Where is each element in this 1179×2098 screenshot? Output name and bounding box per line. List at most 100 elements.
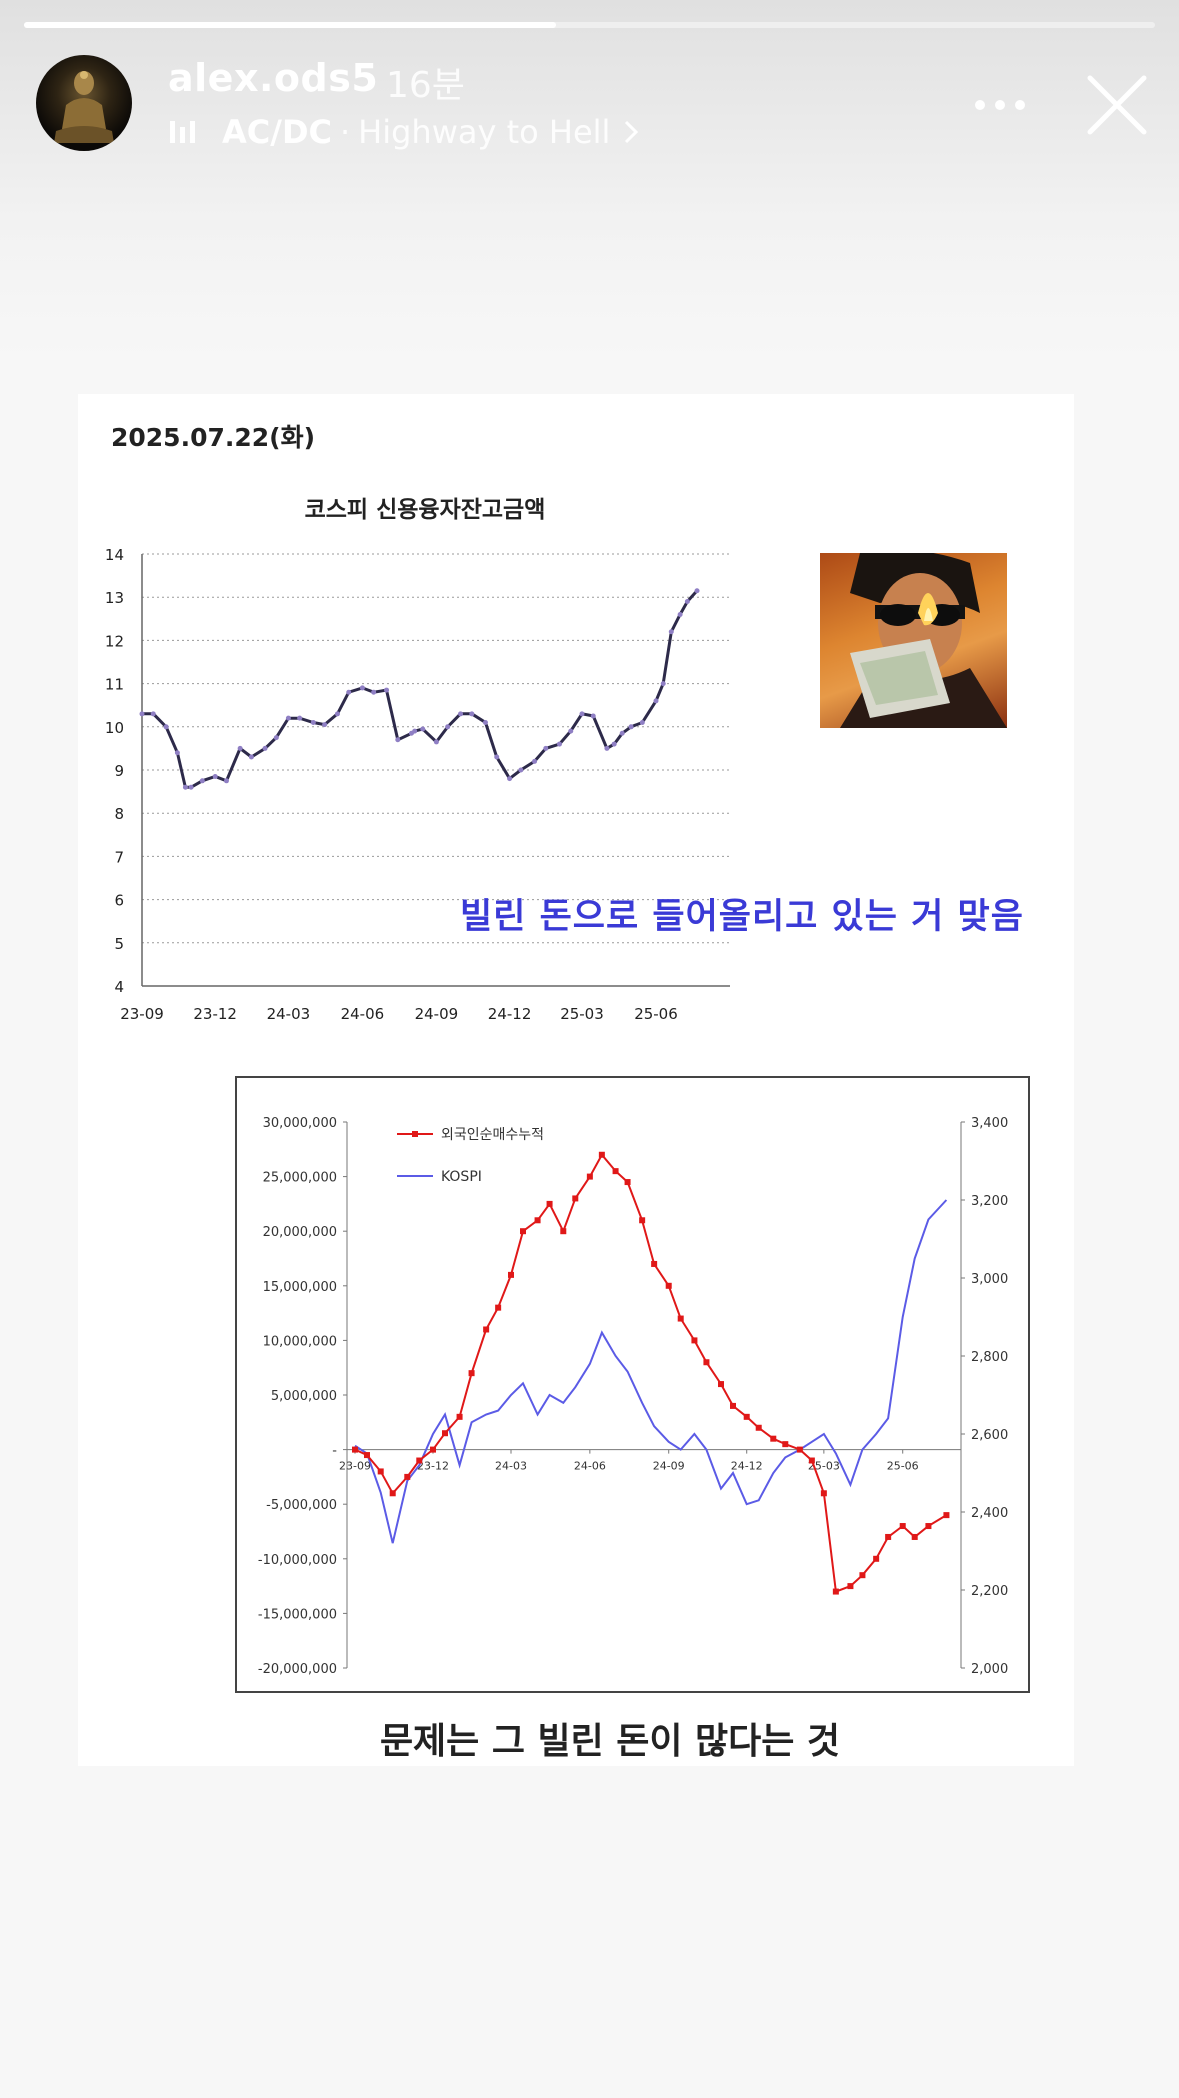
chart2-foreign-point xyxy=(639,1217,646,1224)
chart2-foreign-point xyxy=(808,1457,815,1464)
chart2-right-tick-label: 3,200 xyxy=(971,1194,1008,1209)
chart1-y-tick-label: 12 xyxy=(105,632,124,650)
chart2-foreign-point xyxy=(586,1173,593,1180)
post-time: 16분 xyxy=(386,65,465,106)
chart2-foreign-point xyxy=(508,1271,514,1278)
chart1-point xyxy=(604,745,610,751)
chart2-x-tick-label: 24-09 xyxy=(653,1460,685,1473)
chart2-legend-blue-label: KOSPI xyxy=(441,1169,482,1185)
music-sticker[interactable]: AC/DC · Highway to Hell xyxy=(168,112,640,152)
credit-balance-chart: 4 5 6 7 8 9 10 11 12 13 14 23-09 23-12 24-03 24-06 24-0… xyxy=(105,546,730,1023)
chart2-foreign-point xyxy=(832,1588,839,1595)
chart2-right-tick-label: 2,400 xyxy=(971,1506,1008,1521)
chart1-point xyxy=(469,711,475,717)
music-separator: · xyxy=(339,113,351,151)
chart2-left-tick-label: -20,000,000 xyxy=(258,1662,337,1677)
chart2-foreign-point xyxy=(665,1282,672,1289)
chart2-foreign-point xyxy=(572,1195,579,1202)
chart2-foreign-point xyxy=(352,1446,358,1453)
username[interactable]: alex.ods5 xyxy=(168,56,379,100)
chart1-y-tick-label: 6 xyxy=(114,892,124,910)
chart2-legend-red-label: 외국인순매수누적 xyxy=(441,1127,544,1143)
chart2-left-tick-label: 20,000,000 xyxy=(263,1225,337,1240)
chart2-left-tick-label: 25,000,000 xyxy=(263,1171,337,1186)
chart1-point xyxy=(237,745,243,751)
chart2-right-tick-label: 3,000 xyxy=(971,1272,1008,1287)
date-label: 2025.07.22(화) xyxy=(111,423,316,452)
chart1-point xyxy=(639,719,645,725)
chart2-foreign-point xyxy=(456,1413,463,1420)
chart2-x-tick-label: 23-09 xyxy=(339,1460,371,1473)
chart2-foreign-point xyxy=(598,1151,605,1158)
chart2-foreign-point xyxy=(416,1457,423,1464)
close-icon[interactable] xyxy=(1086,74,1148,136)
chart1-point xyxy=(262,745,268,751)
chart1-point xyxy=(677,611,683,617)
avatar-image xyxy=(54,71,114,143)
chart1-point xyxy=(223,778,229,784)
chart2-x-tick-label: 24-03 xyxy=(495,1460,527,1473)
chart1-point xyxy=(556,741,562,747)
chart2-foreign-point xyxy=(546,1200,553,1207)
chart2-foreign-point xyxy=(495,1304,502,1311)
chart1-point xyxy=(494,754,500,760)
chart2-foreign-point xyxy=(730,1402,736,1409)
chart2-foreign-point xyxy=(820,1490,827,1497)
more-icon[interactable] xyxy=(970,90,1030,120)
chart2-x-tick-label: 24-12 xyxy=(731,1460,763,1473)
chart2-foreign-point xyxy=(943,1512,950,1519)
chart2-x-tick-label: 25-06 xyxy=(887,1460,919,1473)
chart1-point xyxy=(199,778,205,784)
chart2-foreign-point xyxy=(691,1337,698,1344)
chart2-foreign-point xyxy=(677,1315,684,1322)
chart1-point xyxy=(619,730,625,736)
chart2-foreign-line xyxy=(354,1153,947,1593)
chart1-y-tick-label: 13 xyxy=(105,589,124,607)
chart1-y-tick-label: 8 xyxy=(114,805,124,823)
overlay-caption: 빌린 돈으로 들어올리고 있는 거 맞음 xyxy=(460,897,1024,937)
chart2-right-tick-label: 2,800 xyxy=(971,1350,1008,1365)
chart2-foreign-point xyxy=(911,1533,918,1540)
chart1-x-tick-label: 24-06 xyxy=(341,1005,385,1023)
chart2-foreign-point xyxy=(483,1326,490,1333)
chart2-foreign-point xyxy=(718,1381,724,1388)
chart2-right-tick-label: 2,600 xyxy=(971,1428,1008,1443)
chart2-foreign-point xyxy=(885,1533,892,1540)
chart2-foreign-point xyxy=(703,1359,710,1366)
chart2-left-tick-label: -10,000,000 xyxy=(258,1553,337,1568)
chart1-point xyxy=(420,726,426,732)
music-title: Highway to Hell xyxy=(358,113,611,151)
chart2-foreign-point xyxy=(873,1555,880,1562)
chart2-left-tick-label: 10,000,000 xyxy=(263,1334,337,1349)
story-progress-bar xyxy=(24,22,1155,28)
chart1-point xyxy=(694,588,700,594)
chart1-x-tick-label: 23-12 xyxy=(193,1005,237,1023)
chart2-foreign-point xyxy=(534,1217,541,1224)
chart1-x-tick-label: 24-03 xyxy=(267,1005,311,1023)
chart2-right-tick-label: 2,200 xyxy=(971,1584,1008,1599)
avatar[interactable] xyxy=(36,55,132,151)
chart1-series-line xyxy=(142,589,699,789)
chart1-point xyxy=(322,722,328,728)
chart1-point xyxy=(590,713,596,719)
chart2-right-tick-label: 2,000 xyxy=(971,1662,1008,1677)
chart1-point xyxy=(285,715,291,721)
chart1-point xyxy=(653,698,659,704)
chart1-y-tick-label: 5 xyxy=(114,935,124,953)
chart1-point xyxy=(660,681,666,687)
chart2-left-tick-label: 15,000,000 xyxy=(263,1280,337,1295)
chart1-point xyxy=(346,689,352,695)
story-progress-fill xyxy=(24,22,556,28)
man-burning-money-photo xyxy=(820,553,1007,728)
chart1-point xyxy=(359,685,365,691)
chart1-point xyxy=(188,784,194,790)
chart1-point xyxy=(568,728,574,734)
chart2-foreign-point xyxy=(743,1413,750,1420)
chart2-right-tick-label: 3,400 xyxy=(971,1116,1008,1131)
chevron-right-icon xyxy=(625,120,639,144)
story-header: alex.ods5 16분 AC/DC · Highway to Hell xyxy=(0,0,1179,160)
chart2-foreign-point xyxy=(624,1179,631,1186)
chart2-foreign-point xyxy=(796,1446,803,1453)
chart1-point xyxy=(297,715,303,721)
chart2-foreign-point xyxy=(899,1523,906,1530)
